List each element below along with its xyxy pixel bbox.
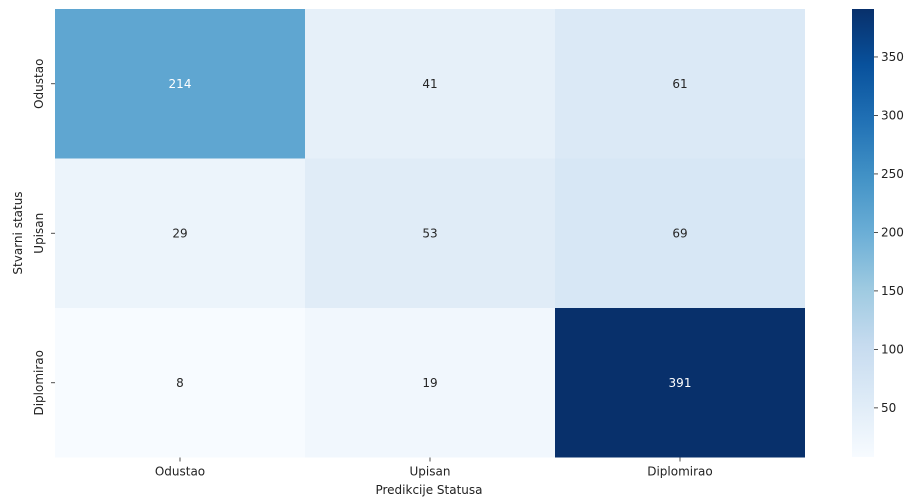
- colorbar-tick-label: 200: [881, 225, 904, 239]
- heatmap-cell-r1-c0: [55, 158, 305, 308]
- heatmap-cell-r0-c0: [55, 9, 305, 159]
- cell-value-label: 29: [172, 226, 187, 240]
- heatmap-cells: [55, 9, 805, 458]
- cell-value-label: 8: [176, 376, 184, 390]
- heatmap-cell-r0-c1: [305, 9, 555, 159]
- heatmap-cell-r2-c1: [305, 308, 555, 458]
- heatmap-cell-labels: 214 41 61 29 53 69 8 19 391: [169, 77, 692, 390]
- y-tick-label: Diplomirao: [32, 350, 46, 416]
- colorbar-tick-label: 50: [881, 401, 896, 415]
- x-tick-label: Diplomirao: [647, 465, 713, 479]
- heatmap-cell-r1-c1: [305, 158, 555, 308]
- x-axis-label: Predikcije Statusa: [375, 483, 482, 497]
- x-axis: Odustao Upisan Diplomirao: [155, 457, 713, 479]
- y-tick-label: Upisan: [32, 213, 46, 254]
- y-tick-label: Odustao: [32, 59, 46, 109]
- cell-value-label: 41: [422, 77, 437, 91]
- colorbar-tick-label: 250: [881, 167, 904, 181]
- cell-value-label: 69: [672, 226, 687, 240]
- heatmap-cell-r2-c0: [55, 308, 305, 458]
- heatmap-cell-r2-c2: [555, 308, 805, 458]
- cell-value-label: 19: [422, 376, 437, 390]
- y-axis: Odustao Upisan Diplomirao: [32, 59, 55, 416]
- colorbar: [852, 9, 874, 457]
- colorbar-tick-label: 150: [881, 284, 904, 298]
- y-axis-label: Stvarni status: [11, 191, 25, 274]
- heatmap-cell-r1-c2: [555, 158, 805, 308]
- heatmap-cell-r0-c2: [555, 9, 805, 159]
- cell-value-label: 391: [669, 376, 692, 390]
- x-tick-label: Upisan: [410, 465, 451, 479]
- colorbar-tick-label: 100: [881, 342, 904, 356]
- colorbar-ticks: 50 100 150 200 250 300 350: [874, 50, 904, 415]
- colorbar-tick-label: 350: [881, 50, 904, 64]
- cell-value-label: 61: [672, 77, 687, 91]
- x-tick-label: Odustao: [155, 465, 205, 479]
- cell-value-label: 53: [422, 226, 437, 240]
- cell-value-label: 214: [169, 77, 192, 91]
- colorbar-tick-label: 300: [881, 108, 904, 122]
